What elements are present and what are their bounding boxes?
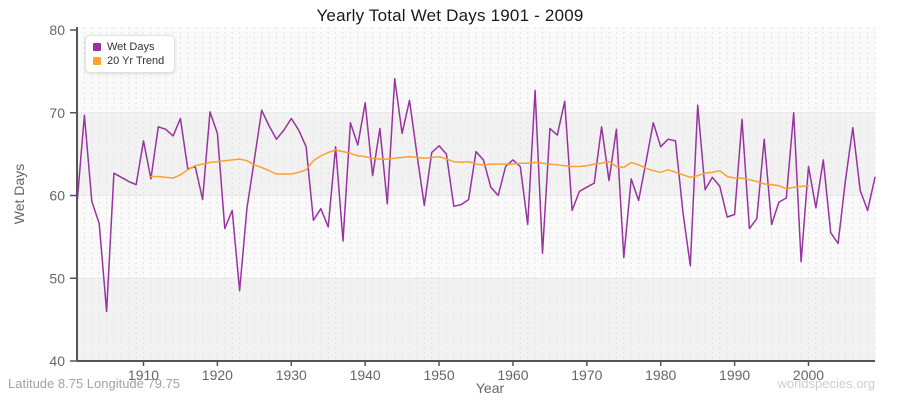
legend-label-wet-days: Wet Days	[107, 41, 155, 53]
x-tick-label: 1980	[645, 367, 676, 383]
x-tick-label: 1990	[719, 367, 750, 383]
trend-line	[150, 149, 810, 190]
x-tick-label: 2000	[793, 367, 824, 383]
x-tick-label: 1910	[128, 367, 159, 383]
trend-swatch-icon	[93, 57, 101, 65]
legend-item-wet-days: Wet Days	[93, 40, 164, 54]
x-axis-title: Year	[475, 380, 505, 396]
x-tick-label: 1940	[350, 367, 381, 383]
chart-title: Yearly Total Wet Days 1901 - 2009	[316, 6, 584, 25]
y-tick-label: 40	[49, 353, 65, 369]
x-tick-label: 1970	[571, 367, 602, 383]
wet-days-line	[76, 78, 876, 313]
watermark: worldspecies.org	[777, 376, 875, 391]
x-tick-label: 1920	[202, 367, 233, 383]
y-tick-label: 80	[49, 22, 65, 38]
wet-days-swatch-icon	[93, 43, 101, 51]
x-tick-label: 1960	[497, 367, 528, 383]
x-tick-label: 1930	[276, 367, 307, 383]
legend: Wet Days 20 Yr Trend	[85, 35, 176, 73]
y-axis-title: Wet Days	[11, 163, 27, 225]
y-tick-label: 60	[49, 188, 65, 204]
legend-label-trend: 20 Yr Trend	[107, 55, 165, 67]
legend-item-trend: 20 Yr Trend	[93, 54, 164, 68]
coordinates-caption: Latitude 8.75 Longitude 79.75	[8, 376, 181, 391]
y-tick-label: 70	[49, 105, 65, 121]
y-tick-label: 50	[49, 270, 65, 286]
x-tick-label: 1950	[423, 367, 454, 383]
